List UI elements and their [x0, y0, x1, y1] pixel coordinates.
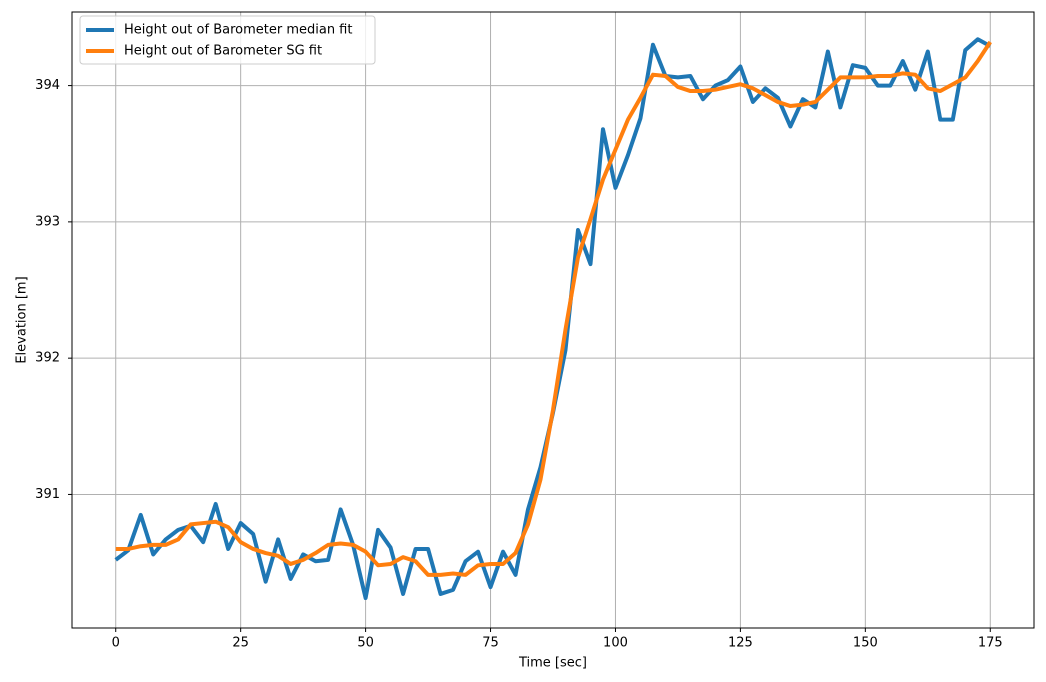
x-tick-label: 75 [482, 636, 499, 651]
axes-frame [71, 11, 1035, 629]
legend: Height out of Barometer median fit Height… [79, 15, 376, 65]
x-tick-label: 25 [232, 636, 249, 651]
y-tick-label: 393 [35, 214, 60, 229]
x-axis-label: Time [sec] [518, 656, 587, 671]
lines [114, 37, 992, 601]
x-tick-label: 0 [112, 636, 120, 651]
x-tick-label: 125 [728, 636, 753, 651]
grid [72, 12, 1034, 628]
legend-box [79, 15, 376, 65]
x-tick-label: 50 [357, 636, 374, 651]
data-line [115, 40, 992, 577]
x-tick-label: 100 [603, 636, 628, 651]
x-tick-label: 175 [978, 636, 1003, 651]
legend-label: Height out of Barometer median fit [124, 23, 352, 38]
y-tick-label: 394 [35, 78, 60, 93]
ticks: 0 25 50 75 100 125 150 175 391 392 393 394 [35, 78, 1003, 650]
y-tick-label: 391 [35, 487, 60, 502]
legend-label: Height out of Barometer SG fit [124, 44, 322, 59]
x-tick-label: 150 [853, 636, 878, 651]
y-axis-label: Elevation [m] [15, 276, 30, 363]
y-tick-label: 392 [35, 351, 60, 366]
